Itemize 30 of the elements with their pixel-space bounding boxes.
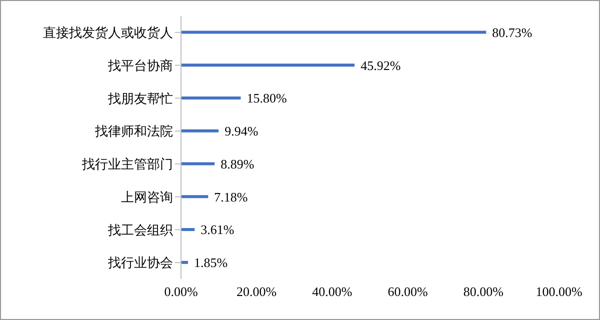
- x-tick-label: 60.00%: [388, 284, 428, 300]
- x-tick-label: 80.00%: [463, 284, 504, 300]
- bar: [181, 64, 355, 67]
- data-label: 7.18%: [214, 189, 248, 204]
- y-tick-label: 找行业协会: [107, 255, 173, 270]
- bar: [181, 96, 241, 100]
- x-tick-label: 20.00%: [236, 284, 277, 300]
- data-label: 45.92%: [360, 58, 401, 73]
- data-label: 1.85%: [194, 255, 228, 270]
- bar: [181, 162, 215, 166]
- y-tick-label: 直接找发货人或收货人: [43, 25, 173, 40]
- bar: [181, 195, 208, 198]
- x-tick-label: 100.00%: [536, 284, 582, 300]
- bar: [181, 129, 219, 132]
- x-tick-label: 40.00%: [312, 284, 352, 300]
- bar: [181, 260, 188, 264]
- y-tick-label: 找律师和法院: [94, 124, 173, 139]
- y-tick-label: 找平台协商: [107, 58, 173, 73]
- y-tick-label: 找行业主管部门: [81, 156, 173, 172]
- data-label: 15.80%: [246, 90, 287, 106]
- data-label: 9.94%: [224, 124, 258, 139]
- y-tick-label: 找朋友帮忙: [107, 90, 173, 106]
- data-label: 8.89%: [220, 156, 254, 172]
- y-tick-label: 找工会组织: [107, 222, 173, 238]
- bar: [181, 30, 486, 34]
- x-tick-label: 0.00%: [164, 284, 198, 300]
- y-tick-label: 上网咨询: [121, 189, 173, 204]
- bar: [181, 228, 195, 232]
- data-label: 3.61%: [200, 222, 234, 238]
- data-label: 80.73%: [492, 24, 532, 40]
